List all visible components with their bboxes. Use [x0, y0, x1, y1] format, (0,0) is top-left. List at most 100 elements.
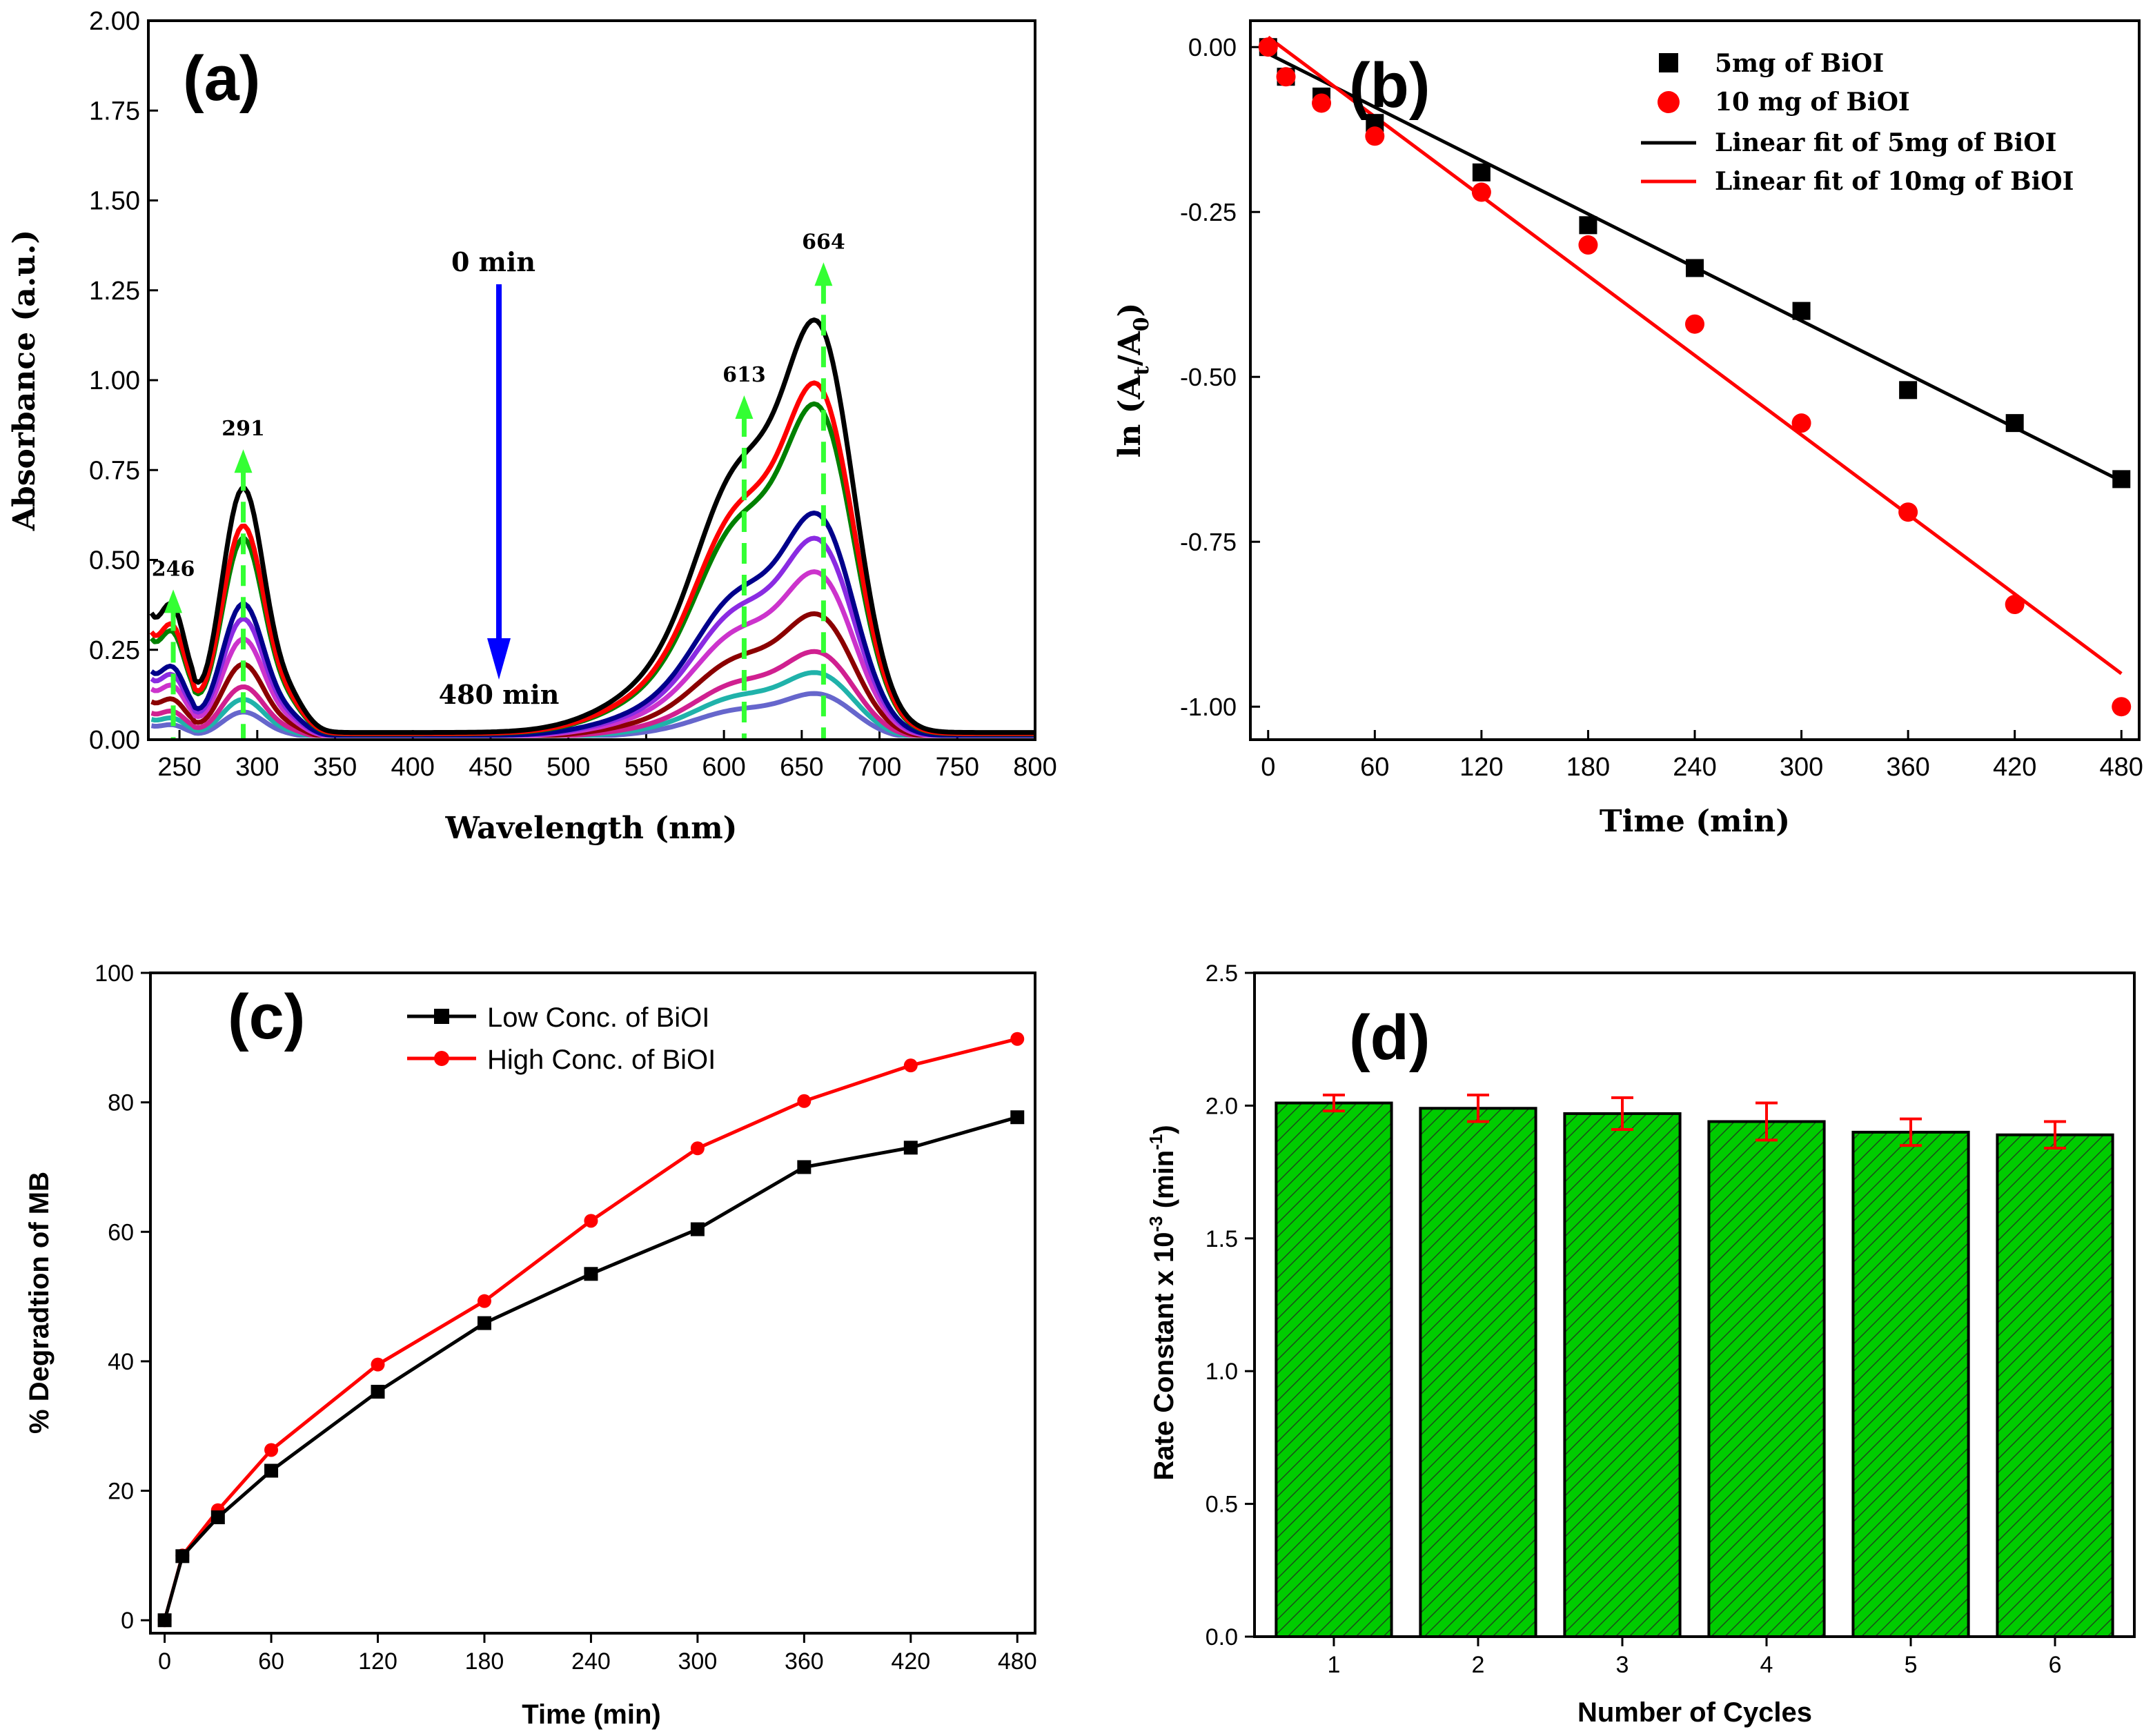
time-arrow-head: [487, 638, 511, 680]
panel-d-xtick-label: 2: [1472, 1652, 1485, 1678]
panel-c-ytick-label: 0: [121, 1608, 134, 1634]
panel-b-frame: [1249, 19, 2141, 741]
panel-b-xtick-label: 60: [1360, 753, 1389, 782]
data-point-circle: [1471, 182, 1491, 202]
panel-b-xtick-label: 240: [1673, 753, 1716, 782]
data-point-circle: [584, 1214, 598, 1228]
panel-c-series: [157, 1032, 1025, 1628]
panel-a-ytick-label: 1.75: [89, 97, 140, 126]
peak-label: 664: [802, 230, 845, 254]
panel-c-xtick-label: 180: [465, 1648, 504, 1675]
legend-label-10mg: 10 mg of BiOI: [1715, 88, 1910, 117]
panel-b-ytick-label: -1.00: [1180, 693, 1237, 721]
panel-c-xtick-label: 360: [785, 1648, 824, 1675]
panel-c-xtick-label: 420: [891, 1648, 930, 1675]
panel-a-peak-markers: 246 291 613 664: [152, 230, 845, 740]
legend-marker-10mg: [1658, 91, 1680, 113]
panel-b-ytick-label: -0.75: [1180, 528, 1237, 556]
panel-c-label: (c): [228, 982, 305, 1052]
panel-b-legend: 5mg of BiOI 10 mg of BiOI Linear fit of …: [1641, 49, 2074, 196]
panel-a-xtick-label: 550: [624, 753, 668, 782]
panel-b-xtick-label: 180: [1566, 753, 1610, 782]
data-point-circle: [2112, 697, 2132, 717]
panel-b-xtick-label: 0: [1261, 753, 1275, 782]
peak-arrowhead: [164, 589, 183, 613]
legend-label-high: High Conc. of BiOI: [487, 1045, 716, 1075]
panel-c-xtick-label: 480: [998, 1648, 1037, 1675]
legend-label-5mg: 5mg of BiOI: [1715, 49, 1884, 78]
data-point-square: [797, 1160, 812, 1174]
panel-b-xtick-label: 480: [2100, 753, 2143, 782]
data-point-square: [371, 1385, 385, 1399]
data-point-square: [210, 1510, 225, 1525]
panel-c-frame: [149, 971, 1036, 1635]
series-line: [163, 1037, 1018, 1621]
panel-a-ytick-label: 0.25: [89, 636, 140, 665]
panel-a-xtick-label: 600: [702, 753, 745, 782]
panel-d-label: (d): [1349, 1003, 1430, 1073]
panel-a-xtick-label: 750: [936, 753, 979, 782]
spectrum-curve: [149, 317, 1035, 736]
data-point-square: [1010, 1110, 1025, 1125]
series-line: [163, 1115, 1018, 1621]
panel-b: 0 60 120 180 240 300 360 420 480 0.00 -0.25 -0.50 -0…: [1112, 19, 2143, 839]
panel-c-ticks: 0 60 120 180 240 300 360 420 480 0 20 40 60 80 100: [95, 960, 1036, 1675]
legend-marker-low: [434, 1009, 449, 1024]
data-point-square: [584, 1267, 598, 1281]
panel-d-xlabel: Number of Cycles: [1577, 1697, 1812, 1728]
panel-a-xtick-label: 250: [157, 753, 201, 782]
panel-c-ytick-label: 40: [108, 1349, 134, 1375]
panel-d-ticks: 0.0 0.5 1.0 1.5 2.0 2.5 1 2 3 4 5 6: [1206, 960, 2062, 1678]
panel-b-ylabel: ln (At/A0): [1112, 303, 1154, 458]
panel-d-ytick-label: 2.0: [1206, 1093, 1238, 1119]
panel-c-ytick-label: 80: [108, 1090, 134, 1116]
panel-a-ticks: 250 300 350 400 450 500 550 600 650 700 750 800 0.00…: [89, 7, 1057, 782]
panel-d-ytick-label: 0.0: [1206, 1624, 1238, 1650]
data-point-circle: [1791, 413, 1811, 433]
fit-line: [1267, 35, 2123, 675]
panel-a-ylabel: Absorbance (a.u.): [7, 230, 42, 531]
panel-a-xtick-label: 450: [469, 753, 512, 782]
panel-d-ytick-label: 0.5: [1206, 1492, 1238, 1518]
panel-d-xtick-label: 3: [1616, 1652, 1629, 1678]
bar: [1851, 1130, 1970, 1638]
spectrum-curve: [150, 649, 1035, 738]
panel-a-xtick-label: 300: [235, 753, 279, 782]
panel-d-bars: [1275, 1094, 2114, 1639]
panel-c-xtick-label: 120: [358, 1648, 397, 1675]
panel-b-label: (b): [1349, 50, 1430, 121]
data-point-circle: [1258, 37, 1278, 57]
panel-a-ytick-label: 0.75: [89, 456, 140, 485]
panel-c-xtick-label: 0: [158, 1648, 171, 1675]
bar: [1707, 1120, 1826, 1639]
panel-a-ytick-label: 2.00: [89, 7, 140, 36]
data-point-square: [1899, 381, 1918, 400]
panel-a-xlabel: Wavelength (nm): [445, 811, 738, 846]
panel-d-frame: [1253, 971, 2136, 1638]
peak-arrowhead: [234, 449, 253, 473]
panel-b-ytick-label: -0.25: [1180, 198, 1237, 226]
panel-a-xtick-label: 400: [391, 753, 435, 782]
data-point-circle: [1898, 502, 1918, 522]
panel-a-ytick-label: 0.00: [89, 726, 140, 755]
panel-b-xtick-label: 120: [1459, 753, 1503, 782]
panel-b-xlabel: Time (min): [1600, 804, 1790, 839]
spectrum-curve: [149, 380, 1035, 736]
panel-b-markers: [1258, 37, 2132, 717]
data-point-circle: [1312, 93, 1332, 113]
data-point-square: [1579, 216, 1597, 235]
data-point-square: [1686, 259, 1704, 277]
data-point-square: [1792, 302, 1811, 320]
panel-b-xtick-label: 420: [1993, 753, 2036, 782]
peak-label: 246: [152, 557, 195, 581]
legend-label-low: Low Conc. of BiOI: [487, 1003, 709, 1033]
data-point-circle: [1685, 314, 1704, 334]
arrow-end-label: 480 min: [439, 679, 560, 710]
spectrum-curve: [150, 511, 1035, 738]
legend-label-fit-5mg: Linear fit of 5mg of BiOI: [1715, 128, 2056, 157]
panel-c-ylabel: % Degradtion of MB: [24, 1172, 55, 1434]
bar: [1996, 1133, 2114, 1638]
panel-c-xtick-label: 300: [678, 1648, 718, 1675]
data-point-circle: [797, 1094, 812, 1108]
data-point-square: [1472, 163, 1491, 181]
